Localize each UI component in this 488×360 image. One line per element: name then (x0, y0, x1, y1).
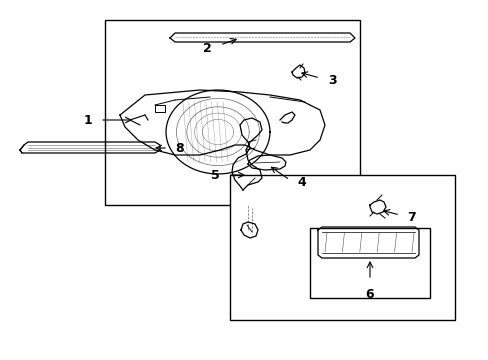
Bar (229, 175, 454, 320)
Text: 4: 4 (296, 176, 305, 189)
Text: 6: 6 (365, 288, 373, 301)
Text: 5: 5 (211, 168, 220, 181)
Text: 1: 1 (83, 113, 92, 126)
Text: 2: 2 (203, 41, 212, 54)
Text: 8: 8 (175, 141, 183, 154)
Text: 3: 3 (327, 73, 336, 86)
Text: 7: 7 (406, 211, 415, 224)
Bar (105, 20, 359, 205)
Bar (309, 228, 429, 298)
